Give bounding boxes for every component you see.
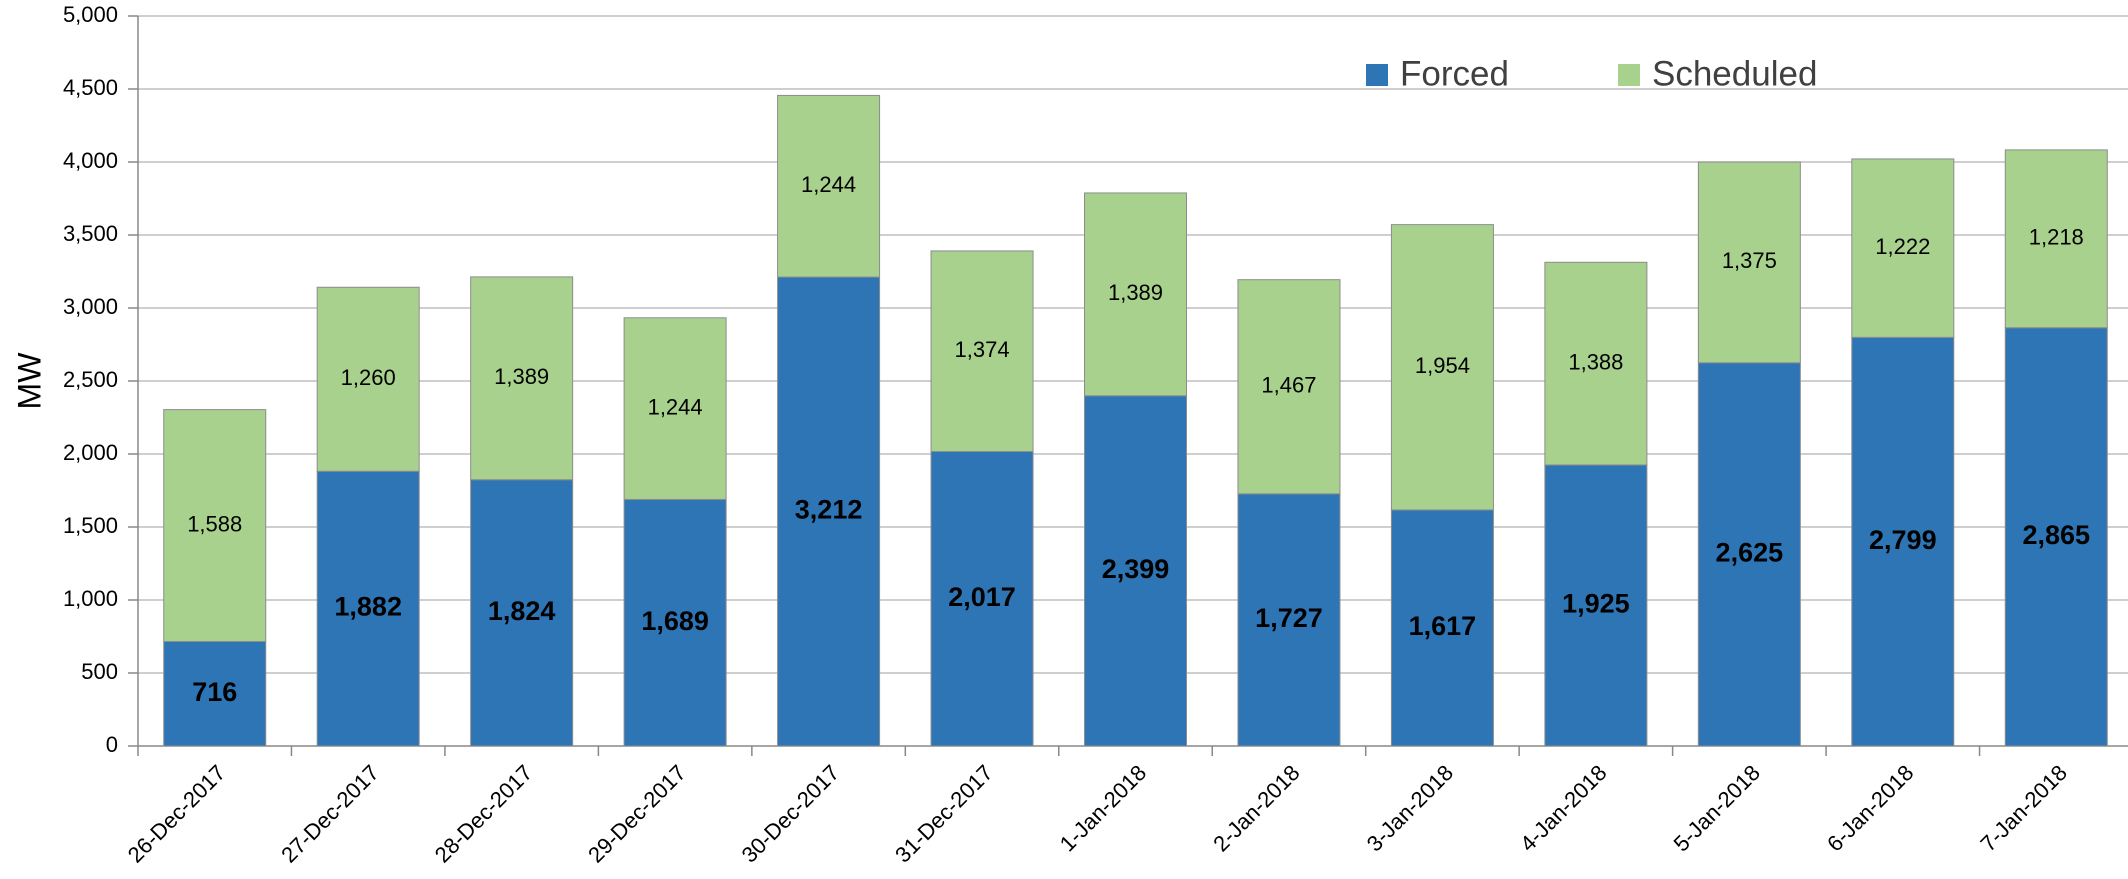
- x-tick-label: 27-Dec-2017: [276, 760, 384, 868]
- data-label: 1,260: [341, 365, 396, 390]
- y-tick-label: 4,500: [63, 75, 118, 100]
- data-label: 2,799: [1869, 525, 1937, 555]
- data-label: 1,244: [648, 394, 703, 419]
- data-label: 1,588: [187, 511, 242, 536]
- x-tick-label: 31-Dec-2017: [890, 760, 998, 868]
- data-label: 3,212: [795, 495, 863, 525]
- y-tick-label: 500: [81, 659, 118, 684]
- x-tick-label: 29-Dec-2017: [583, 760, 691, 868]
- data-label: 1,375: [1722, 248, 1777, 273]
- bar-segment: [1851, 336, 1955, 747]
- y-tick-label: 1,000: [63, 586, 118, 611]
- bar-segment: [1544, 464, 1648, 747]
- data-label: 1,222: [1875, 234, 1930, 259]
- bar-segment: [163, 409, 267, 642]
- y-axis-title: MW: [11, 352, 47, 410]
- bar-segment: [930, 250, 1034, 453]
- x-tick-label: 1-Jan-2018: [1055, 760, 1151, 856]
- bar-segment: [316, 286, 420, 472]
- data-label: 1,689: [641, 606, 709, 636]
- data-label: 1,218: [2029, 225, 2084, 250]
- data-label: 2,017: [948, 582, 1016, 612]
- bar-segment: [1084, 192, 1187, 397]
- bar-segment: [1084, 395, 1187, 747]
- data-label: 1,882: [334, 592, 402, 622]
- y-tick-label: 4,000: [63, 148, 118, 173]
- bar-segment: [2004, 149, 2108, 329]
- x-tick-label: 26-Dec-2017: [123, 760, 231, 868]
- bar-segment: [777, 94, 881, 278]
- bar-segment: [777, 276, 881, 747]
- x-tick-label: 2-Jan-2018: [1208, 760, 1304, 856]
- bar-segment: [163, 640, 267, 747]
- x-tick-label: 30-Dec-2017: [737, 760, 845, 868]
- bar-segment: [1237, 279, 1341, 495]
- y-tick-label: 1,500: [63, 513, 118, 538]
- legend-label: Scheduled: [1652, 54, 1817, 93]
- y-tick-label: 0: [106, 732, 118, 757]
- y-tick-label: 3,500: [63, 221, 118, 246]
- x-tick-label: 5-Jan-2018: [1669, 760, 1765, 856]
- y-tick-label: 2,000: [63, 440, 118, 465]
- x-tick-label: 6-Jan-2018: [1822, 760, 1918, 856]
- bar-segment: [1544, 261, 1648, 466]
- data-label: 1,388: [1568, 349, 1623, 374]
- legend-swatch: [1618, 64, 1640, 86]
- bar-segment: [1390, 509, 1494, 747]
- y-tick-label: 5,000: [63, 2, 118, 27]
- data-label: 1,389: [1108, 280, 1163, 305]
- data-label: 2,625: [1716, 538, 1784, 568]
- data-label: 1,824: [488, 596, 556, 626]
- data-label: 1,389: [494, 364, 549, 389]
- data-label: 1,954: [1415, 353, 1470, 378]
- bar-segment: [2004, 327, 2108, 747]
- legend-label: Forced: [1400, 54, 1509, 93]
- bar-segment: [316, 470, 420, 747]
- bar-segment: [1237, 493, 1341, 747]
- data-label: 1,925: [1562, 589, 1630, 619]
- x-tick-label: 3-Jan-2018: [1362, 760, 1458, 856]
- data-label: 2,865: [2022, 520, 2090, 550]
- data-label: 1,617: [1409, 611, 1477, 641]
- bar-segment: [1697, 161, 1801, 364]
- y-tick-label: 3,000: [63, 294, 118, 319]
- bar-segment: [623, 317, 727, 500]
- y-tick-label: 2,500: [63, 367, 118, 392]
- bar-segment: [930, 451, 1034, 747]
- bar-segment: [470, 479, 574, 747]
- bar-segment: [470, 276, 574, 481]
- x-tick-label: 4-Jan-2018: [1515, 760, 1611, 856]
- data-label: 2,399: [1102, 554, 1170, 584]
- bar-segment: [1390, 224, 1494, 511]
- data-label: 716: [192, 677, 237, 707]
- data-label: 1,374: [955, 337, 1010, 362]
- data-label: 1,727: [1255, 603, 1323, 633]
- legend-swatch: [1366, 64, 1388, 86]
- bar-segment: [1851, 158, 1955, 338]
- bar-segment: [623, 498, 727, 747]
- x-tick-label: 7-Jan-2018: [1976, 760, 2072, 856]
- data-label: 1,467: [1261, 373, 1316, 398]
- data-label: 1,244: [801, 172, 856, 197]
- x-tick-label: 28-Dec-2017: [430, 760, 538, 868]
